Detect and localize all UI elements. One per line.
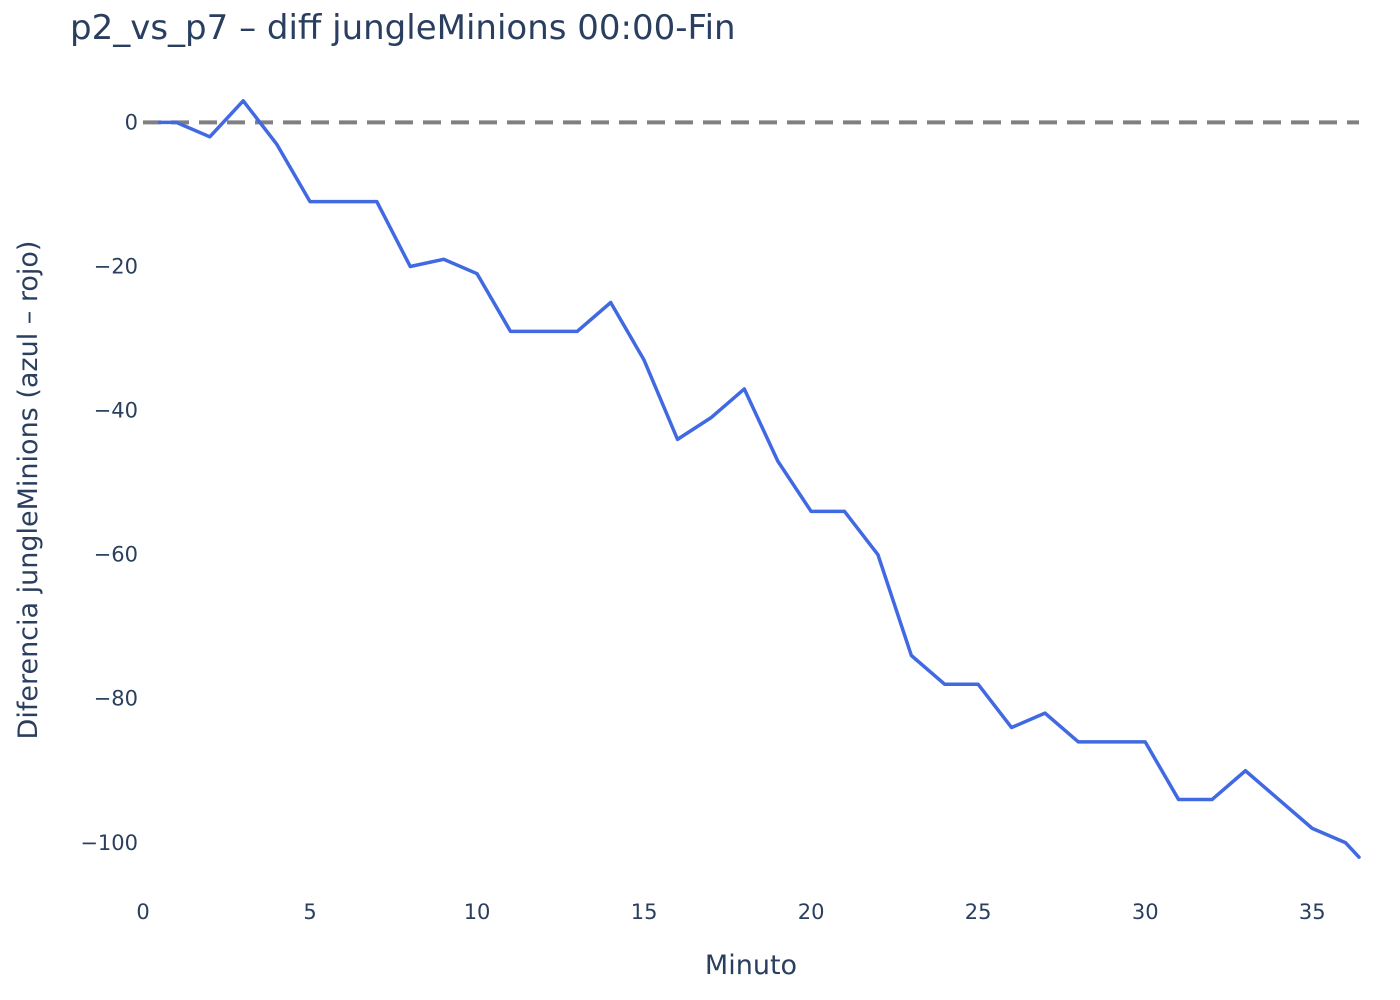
chart-title: p2_vs_p7 – diff jungleMinions 00:00-Fin: [70, 8, 736, 48]
y-tick-label: −20: [94, 254, 138, 278]
y-tick-label: −100: [80, 831, 138, 855]
x-axis-title: Minuto: [705, 950, 797, 981]
x-tick-label: 15: [631, 900, 658, 924]
x-tick-label: 0: [136, 900, 149, 924]
y-tick-label: −60: [94, 543, 138, 567]
y-tick-label: −40: [94, 399, 138, 423]
series-line-0: [157, 99, 1361, 859]
y-axis-title: Diferencia jungleMinions (azul – rojo): [13, 241, 44, 740]
x-tick-label: 35: [1299, 900, 1326, 924]
x-tick-label: 5: [303, 900, 316, 924]
x-tick-label: 10: [464, 900, 491, 924]
y-axis-ticks: 0 −20 −40 −60 −80 −100: [80, 110, 138, 854]
y-tick-label: 0: [125, 110, 138, 134]
series-layer: [157, 99, 1361, 859]
x-axis-ticks: 0 5 10 15 20 25 30 35: [136, 900, 1325, 924]
x-tick-label: 20: [798, 900, 825, 924]
y-tick-label: −80: [94, 687, 138, 711]
plot-area: [143, 99, 1361, 859]
x-tick-label: 30: [1132, 900, 1159, 924]
x-tick-label: 25: [965, 900, 992, 924]
